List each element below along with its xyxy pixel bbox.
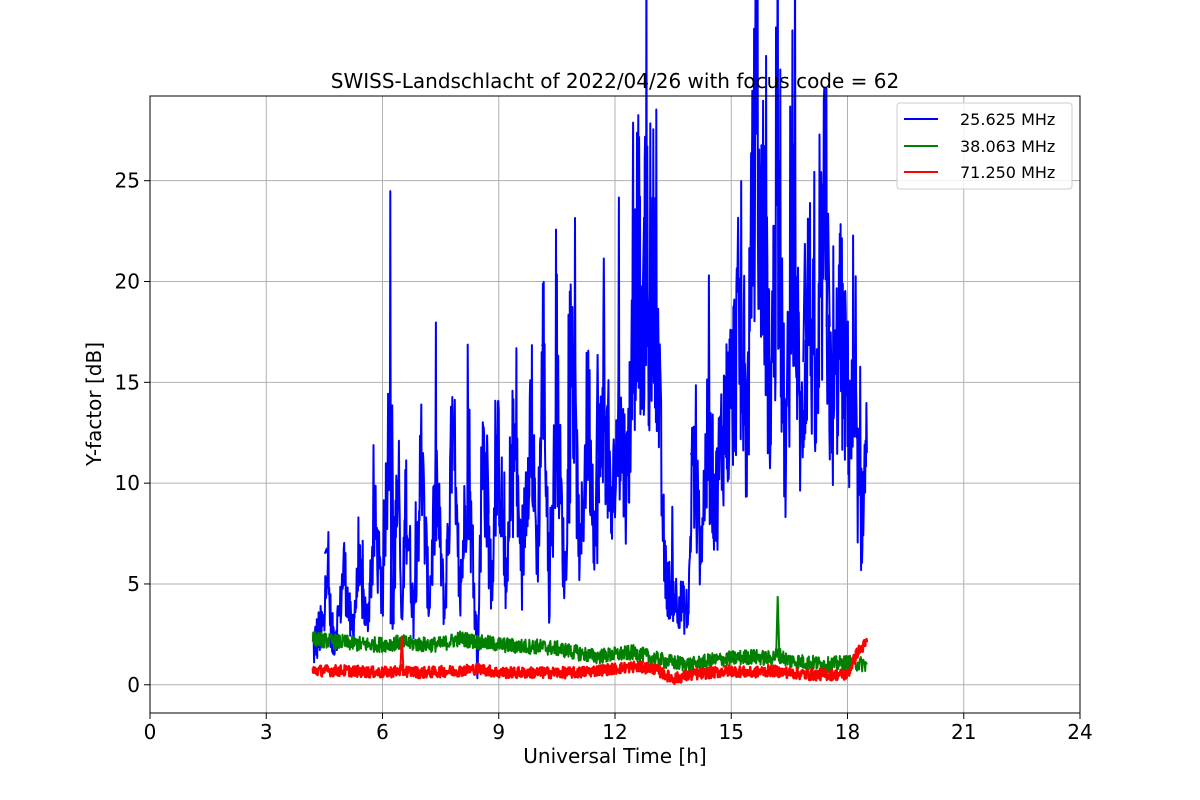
y-tick-label: 0 xyxy=(127,673,140,697)
series-spike xyxy=(323,546,329,555)
x-tick-label: 6 xyxy=(376,720,389,744)
y-tick-label: 15 xyxy=(115,370,140,394)
legend-label-1: 25.625 MHz xyxy=(960,110,1055,129)
y-tick-label: 10 xyxy=(115,471,140,495)
series-spike xyxy=(802,243,808,363)
series-25-625-mhz xyxy=(312,0,868,680)
y-axis-ticks: 0 5 10 15 20 25 xyxy=(115,169,150,697)
series-spike xyxy=(825,212,831,327)
y-axis-label: Y-factor [dB] xyxy=(82,342,106,467)
series-spike xyxy=(399,636,405,671)
series-38-063-mhz-trace xyxy=(311,630,868,674)
x-tick-label: 12 xyxy=(602,720,627,744)
x-tick-label: 9 xyxy=(492,720,505,744)
series-spike xyxy=(775,596,781,655)
y-tick-label: 25 xyxy=(115,169,140,193)
y-tick-label: 20 xyxy=(115,270,140,294)
chart-title: SWISS-Landschlacht of 2022/04/26 with fo… xyxy=(331,69,899,93)
series-38-063-mhz xyxy=(311,630,868,674)
legend-label-2: 38.063 MHz xyxy=(960,137,1055,156)
series-spike xyxy=(651,241,657,262)
series-spike xyxy=(641,216,647,312)
x-axis-ticks: 0 3 6 9 12 15 18 21 24 xyxy=(144,713,1093,744)
series-spike xyxy=(750,126,756,224)
series-71-250-mhz xyxy=(311,637,869,685)
x-axis-label: Universal Time [h] xyxy=(523,744,706,768)
x-tick-label: 0 xyxy=(144,720,157,744)
series-spike xyxy=(690,452,695,460)
legend-box xyxy=(896,102,1073,190)
series-spike xyxy=(757,164,763,232)
legend: 25.625 MHz 38.063 MHz 71.250 MHz xyxy=(896,102,1073,190)
y-tick-label: 5 xyxy=(127,572,140,596)
series-71-250-mhz-trace xyxy=(311,637,869,685)
x-tick-label: 24 xyxy=(1067,720,1092,744)
x-tick-label: 3 xyxy=(260,720,273,744)
series-spike xyxy=(389,404,395,625)
plot-series xyxy=(311,0,869,685)
series-spike xyxy=(484,434,490,514)
series-spike xyxy=(541,342,546,347)
series-spike xyxy=(595,354,601,504)
series-25-625-mhz-trace xyxy=(312,0,868,680)
x-tick-label: 18 xyxy=(835,720,860,744)
x-tick-label: 21 xyxy=(951,720,976,744)
x-tick-label: 15 xyxy=(719,720,744,744)
legend-label-3: 71.250 MHz xyxy=(960,163,1055,182)
